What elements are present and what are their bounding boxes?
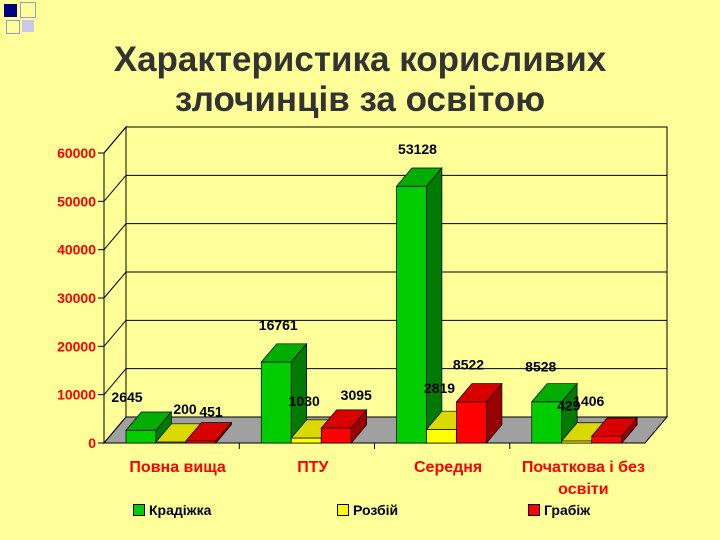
legend-item-kradizhka: Крадіжка xyxy=(133,502,211,518)
bar-front xyxy=(591,435,623,444)
title-line-2: злочинців за освітою xyxy=(174,80,546,119)
legend-label-rozbii: Розбій xyxy=(353,502,399,518)
bar-side xyxy=(426,167,443,444)
x-tick-label: ПТУ xyxy=(297,459,329,476)
x-tick-label: Початкова і без xyxy=(522,459,645,476)
data-label: 451 xyxy=(199,404,223,420)
legend-item-hrabizh: Грабіж xyxy=(528,502,590,518)
y-tick-label: 50000 xyxy=(57,193,96,209)
legend-label-hrabizh: Грабіж xyxy=(544,502,591,518)
decor-square-2 xyxy=(20,2,36,18)
bar-front xyxy=(456,401,487,444)
legend-swatch-rozbii xyxy=(337,504,349,516)
bar-front xyxy=(396,185,427,444)
y-tick-label: 40000 xyxy=(57,242,96,258)
x-tick-label: Повна вища xyxy=(129,459,225,476)
data-label: 2645 xyxy=(111,389,142,405)
y-tick-label: 0 xyxy=(88,435,96,451)
gridline xyxy=(103,126,667,154)
bar-front xyxy=(125,429,157,444)
y-tick-label: 20000 xyxy=(57,338,96,354)
y-tick-label: 60000 xyxy=(57,145,96,161)
data-label: 200 xyxy=(173,401,197,417)
gridline xyxy=(103,368,667,395)
y-tick-label: 10000 xyxy=(57,387,96,403)
gridline xyxy=(103,319,667,347)
decor-square-1 xyxy=(4,4,17,17)
bar-front xyxy=(320,427,352,444)
data-label: 429 xyxy=(557,398,581,414)
decor-square-4 xyxy=(22,20,34,32)
legend-item-rozbii: Розбій xyxy=(337,502,398,518)
legend-swatch-kradizhka xyxy=(133,504,145,516)
data-label: 3095 xyxy=(341,387,372,403)
bar-front xyxy=(531,401,563,444)
gridline xyxy=(103,223,667,250)
bar-front xyxy=(426,429,457,444)
x-tick-label: Середня xyxy=(414,459,482,476)
legend-label-kradizhka: Крадіжка xyxy=(149,502,212,518)
bar-side xyxy=(350,408,367,444)
data-label: 1406 xyxy=(573,393,604,409)
legend-swatch-hrabizh xyxy=(528,504,540,516)
y-tick-label: 30000 xyxy=(57,290,96,306)
slide-title: Характеристика корисливих злочинців за о… xyxy=(40,40,680,120)
bar-side xyxy=(621,417,638,444)
x-tick-label: освіти xyxy=(558,481,608,498)
bar-front xyxy=(260,361,292,444)
gridline xyxy=(103,271,667,299)
title-line-1: Характеристика корисливих xyxy=(113,40,607,79)
decor-square-3 xyxy=(6,20,20,34)
bar-side xyxy=(215,421,232,444)
bar-side xyxy=(486,382,503,444)
data-label: 16761 xyxy=(259,317,298,333)
bar-front xyxy=(290,437,322,444)
data-label: 8522 xyxy=(453,357,484,373)
gridline xyxy=(103,174,667,202)
data-label: 8528 xyxy=(525,359,556,375)
data-label: 53128 xyxy=(398,141,437,157)
data-label: 2819 xyxy=(424,380,455,396)
data-label: 1030 xyxy=(289,393,320,409)
